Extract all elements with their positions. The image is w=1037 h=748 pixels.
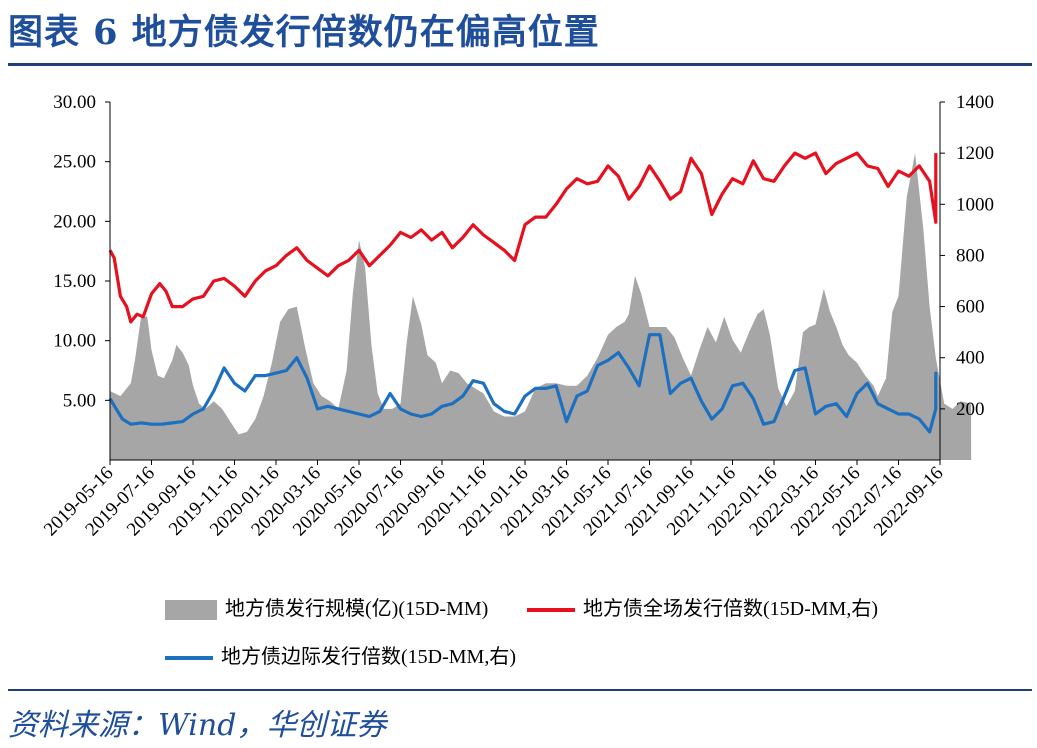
left-tick-label: 15.00	[53, 271, 96, 292]
right-tick-label: 1000	[956, 194, 994, 215]
right-tick-label: 200	[956, 399, 985, 420]
right-tick-label: 600	[956, 297, 985, 318]
legend-item-marginal: 地方债边际发行倍数(15D-MM,右)	[165, 640, 516, 669]
legend-swatch-area	[165, 600, 217, 621]
legend-swatch-blue	[165, 656, 213, 661]
right-tick-label: 800	[956, 245, 985, 266]
series-area-issuance	[110, 153, 972, 460]
left-tick-label: 25.00	[53, 152, 96, 173]
figure-title: 图表 6 地方债发行倍数仍在偏高位置	[8, 12, 600, 53]
legend-item-overall: 地方债全场发行倍数(15D-MM,右)	[527, 592, 878, 621]
legend-label-marginal: 地方债边际发行倍数(15D-MM,右)	[221, 646, 516, 668]
left-tick-label: 20.00	[53, 211, 96, 232]
legend-label-overall: 地方债全场发行倍数(15D-MM,右)	[583, 598, 878, 620]
left-tick-label: 10.00	[53, 331, 96, 352]
legend-label-issuance: 地方债发行规模(亿)(15D-MM)	[225, 598, 489, 620]
right-tick-label: 1400	[956, 92, 994, 113]
left-tick-label: 5.00	[63, 390, 96, 411]
right-tick-label: 400	[956, 348, 985, 369]
series-line-marginal	[108, 333, 938, 434]
legend-item-issuance: 地方债发行规模(亿)(15D-MM)	[165, 592, 488, 621]
left-tick-label: 30.00	[53, 92, 96, 113]
series-line-overall	[108, 151, 938, 324]
right-tick-label: 1200	[956, 143, 994, 164]
bottom-rule	[8, 689, 1032, 691]
source-note: 资料来源：Wind，华创证券	[8, 708, 387, 743]
top-rule	[8, 63, 1032, 66]
legend-swatch-red	[527, 608, 575, 613]
chart: 5.00 10.00 15.00 20.00 25.00 30.00 200 400 600 80…	[40, 92, 994, 540]
